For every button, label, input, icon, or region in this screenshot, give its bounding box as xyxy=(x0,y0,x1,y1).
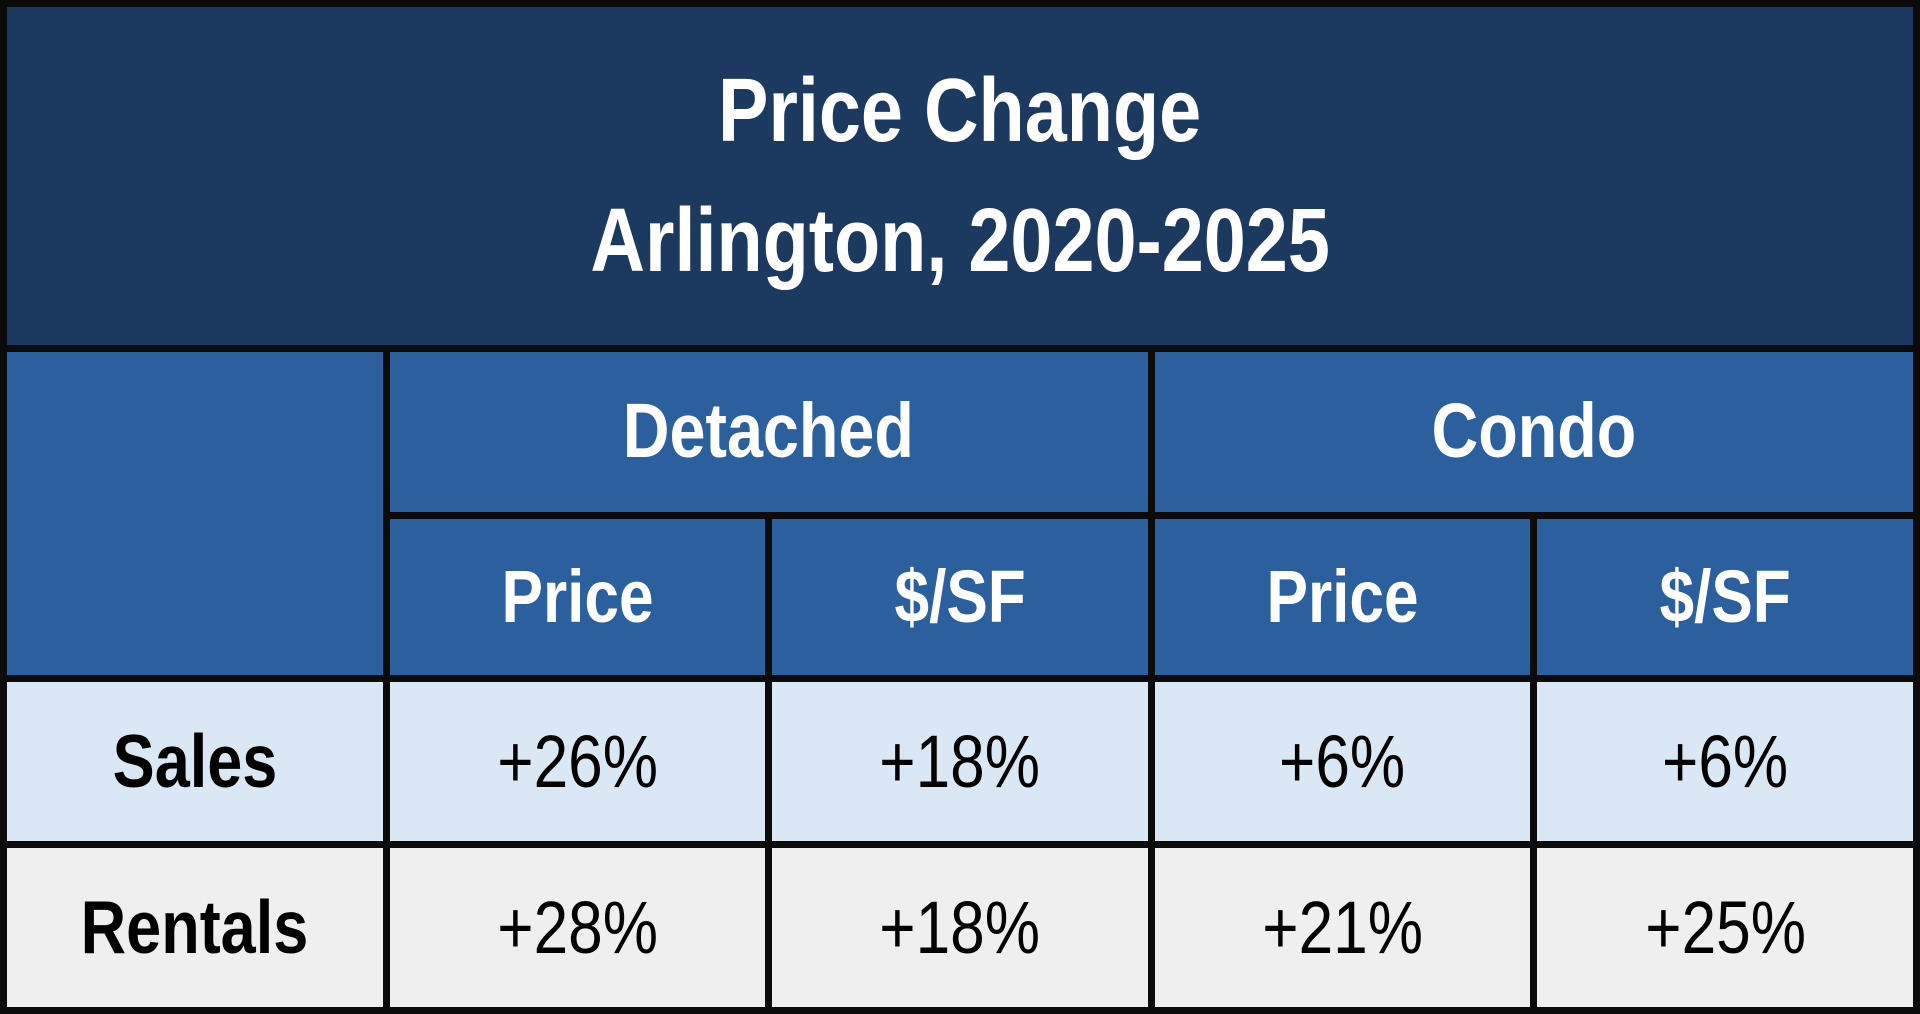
subheader-detached-ppsf-label: $/SF xyxy=(894,555,1026,639)
table-row-sales: Sales +26% +18% +6% +6% xyxy=(0,674,1920,848)
row-label-sales: Sales xyxy=(0,674,390,848)
subheader-condo-price-label: Price xyxy=(1266,555,1419,639)
corner-blank-cell xyxy=(0,345,390,682)
title-line-1: Price Change xyxy=(718,60,1202,161)
title-line-2: Arlington, 2020-2025 xyxy=(590,191,1330,292)
row-label-rentals: Rentals xyxy=(0,840,390,1014)
cell-rentals-detached-price-value: +28% xyxy=(497,885,658,969)
group-header-row: Detached Condo xyxy=(0,345,1920,682)
cell-rentals-detached-ppsf-value: +18% xyxy=(879,885,1041,969)
subheader-detached-ppsf: $/SF xyxy=(765,511,1155,682)
cell-sales-detached-ppsf: +18% xyxy=(765,674,1155,848)
group-header-condo: Condo xyxy=(1147,345,1920,519)
cell-rentals-detached-ppsf: +18% xyxy=(765,840,1155,1014)
cell-sales-condo-price: +6% xyxy=(1147,674,1538,848)
table-row-rentals: Rentals +28% +18% +21% +25% xyxy=(0,840,1920,1014)
subheader-detached-price-label: Price xyxy=(501,555,654,639)
cell-rentals-detached-price: +28% xyxy=(382,840,773,1014)
table-title-cell: Price Change Arlington, 2020-2025 xyxy=(0,0,1920,353)
cell-sales-condo-price-value: +6% xyxy=(1279,719,1406,803)
title-row: Price Change Arlington, 2020-2025 xyxy=(0,0,1920,353)
cell-sales-detached-ppsf-value: +18% xyxy=(879,719,1041,803)
row-label-sales-text: Sales xyxy=(112,719,278,804)
subheader-condo-ppsf: $/SF xyxy=(1530,511,1920,682)
group-header-detached: Detached xyxy=(382,345,1155,519)
cell-sales-detached-price: +26% xyxy=(382,674,773,848)
subheader-detached-price: Price xyxy=(382,511,773,682)
cell-sales-condo-ppsf-value: +6% xyxy=(1662,719,1789,803)
cell-sales-condo-ppsf: +6% xyxy=(1530,674,1920,848)
cell-rentals-condo-price: +21% xyxy=(1147,840,1538,1014)
cell-rentals-condo-ppsf: +25% xyxy=(1530,840,1920,1014)
subheader-condo-price: Price xyxy=(1147,511,1538,682)
cell-sales-detached-price-value: +26% xyxy=(497,719,658,803)
row-label-rentals-text: Rentals xyxy=(81,885,309,970)
group-header-condo-label: Condo xyxy=(1431,388,1637,475)
group-header-detached-label: Detached xyxy=(623,388,915,475)
cell-rentals-condo-ppsf-value: +25% xyxy=(1644,885,1806,969)
sub-header-row: Price $/SF Price $/SF xyxy=(4,511,1920,682)
subheader-condo-ppsf-label: $/SF xyxy=(1659,555,1791,639)
cell-rentals-condo-price-value: +21% xyxy=(1262,885,1423,969)
